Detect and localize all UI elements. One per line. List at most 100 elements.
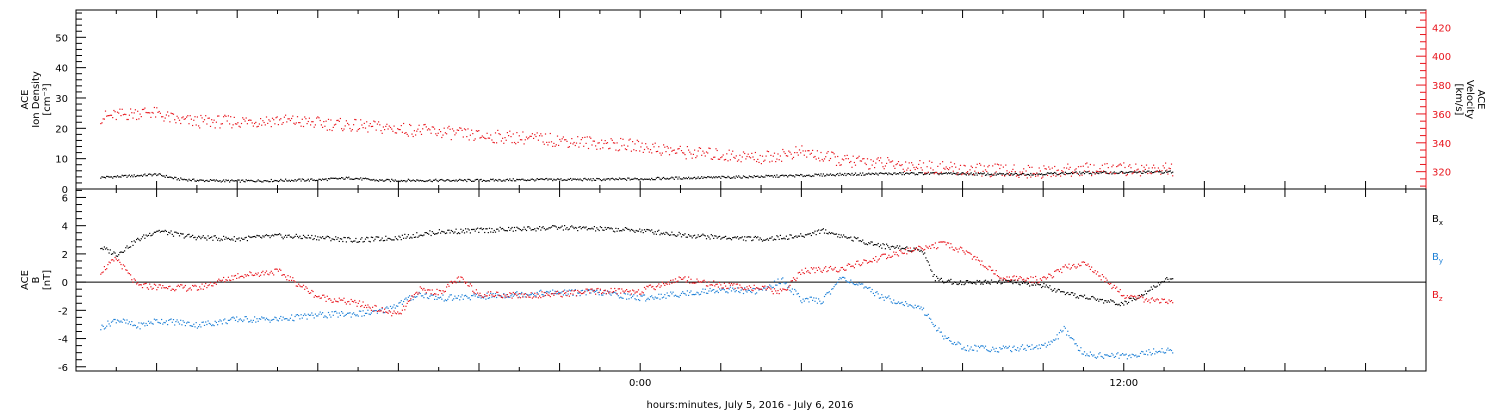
density-point bbox=[176, 179, 178, 181]
density-point bbox=[188, 178, 190, 180]
bx-point bbox=[1025, 281, 1027, 283]
density-point bbox=[404, 180, 406, 182]
bx-point bbox=[170, 230, 172, 232]
bz-point bbox=[1103, 276, 1105, 278]
bz-point bbox=[1111, 287, 1113, 290]
bx-point bbox=[1159, 284, 1161, 286]
bz-point bbox=[1097, 271, 1099, 273]
by-point bbox=[1012, 346, 1014, 348]
density-point bbox=[1001, 173, 1003, 175]
bz-point bbox=[376, 310, 378, 312]
density-point bbox=[500, 180, 502, 182]
velocity-point bbox=[193, 119, 195, 121]
velocity-point bbox=[1092, 171, 1094, 173]
density-point bbox=[1088, 173, 1090, 175]
density-point bbox=[641, 178, 643, 180]
by-point bbox=[730, 290, 733, 292]
bx-point bbox=[1038, 284, 1040, 286]
velocity-point bbox=[189, 115, 191, 117]
by-point bbox=[748, 289, 750, 291]
bz-point bbox=[490, 291, 492, 293]
density-point bbox=[739, 176, 741, 178]
velocity-point bbox=[262, 120, 264, 122]
density-point bbox=[368, 178, 370, 180]
velocity-point bbox=[1076, 172, 1078, 174]
by-point bbox=[783, 282, 785, 284]
density-point bbox=[430, 180, 432, 182]
velocity-point bbox=[157, 111, 159, 113]
by-point bbox=[692, 293, 694, 296]
velocity-point bbox=[950, 161, 952, 163]
bx-point bbox=[996, 282, 998, 284]
by-point bbox=[713, 289, 715, 291]
by-point bbox=[115, 322, 117, 324]
density-point bbox=[856, 174, 858, 176]
bx-point bbox=[265, 234, 268, 236]
density-point bbox=[165, 174, 167, 177]
bz-point bbox=[267, 273, 269, 275]
velocity-point bbox=[982, 170, 984, 172]
velocity-point bbox=[1004, 175, 1006, 177]
density-point bbox=[800, 173, 802, 176]
by-point bbox=[314, 313, 316, 315]
density-point bbox=[1099, 171, 1101, 173]
bx-point bbox=[676, 235, 678, 237]
by-point bbox=[858, 282, 860, 284]
density-point bbox=[449, 180, 451, 182]
velocity-point bbox=[304, 116, 306, 118]
bx-point bbox=[418, 235, 420, 237]
density-point bbox=[1119, 171, 1121, 173]
bx-point bbox=[159, 231, 161, 233]
density-point bbox=[446, 179, 448, 181]
by-point bbox=[1141, 350, 1143, 353]
velocity-point bbox=[158, 110, 160, 113]
bx-point bbox=[422, 235, 424, 237]
velocity-point bbox=[658, 146, 660, 148]
bz-point bbox=[1118, 291, 1120, 293]
velocity-point bbox=[274, 123, 276, 125]
velocity-point bbox=[393, 125, 395, 127]
by-point bbox=[327, 311, 330, 314]
by-point bbox=[243, 319, 245, 321]
by-point bbox=[1125, 353, 1127, 355]
by-point bbox=[834, 284, 836, 286]
density-point bbox=[533, 179, 535, 181]
by-point bbox=[1017, 347, 1019, 349]
bz-point bbox=[180, 284, 182, 286]
bz-point bbox=[922, 249, 925, 251]
velocity-point bbox=[1170, 163, 1173, 165]
density-point bbox=[915, 173, 917, 175]
velocity-point bbox=[356, 130, 358, 132]
bx-point bbox=[742, 239, 745, 241]
velocity-point bbox=[604, 140, 606, 142]
bx-point bbox=[1012, 283, 1014, 285]
by-point bbox=[343, 315, 345, 317]
by-point bbox=[1143, 353, 1145, 355]
density-point bbox=[168, 176, 170, 178]
by-point bbox=[1013, 345, 1015, 347]
bx-point bbox=[1098, 300, 1100, 302]
by-point bbox=[998, 351, 1000, 353]
bz-point bbox=[831, 268, 833, 270]
bx-point bbox=[1030, 281, 1032, 283]
by-point bbox=[832, 288, 834, 290]
bz-point bbox=[186, 290, 188, 292]
bx-point bbox=[657, 230, 659, 232]
bx-point bbox=[535, 230, 537, 232]
bz-point bbox=[1008, 276, 1010, 278]
density-point bbox=[182, 179, 184, 181]
y2-axis-label-line: [km/s] bbox=[1453, 84, 1464, 116]
density-point bbox=[505, 179, 507, 181]
bx-point bbox=[919, 250, 921, 252]
velocity-point bbox=[1021, 171, 1024, 173]
bz-point bbox=[1037, 282, 1039, 284]
bx-point bbox=[1160, 282, 1162, 284]
bz-point bbox=[860, 264, 863, 266]
bx-point bbox=[432, 232, 435, 234]
by-point bbox=[286, 318, 288, 320]
density-point bbox=[246, 180, 248, 182]
bz-point bbox=[1119, 289, 1121, 291]
velocity-point bbox=[186, 116, 188, 118]
bz-point bbox=[202, 288, 204, 290]
bz-point bbox=[677, 280, 679, 282]
